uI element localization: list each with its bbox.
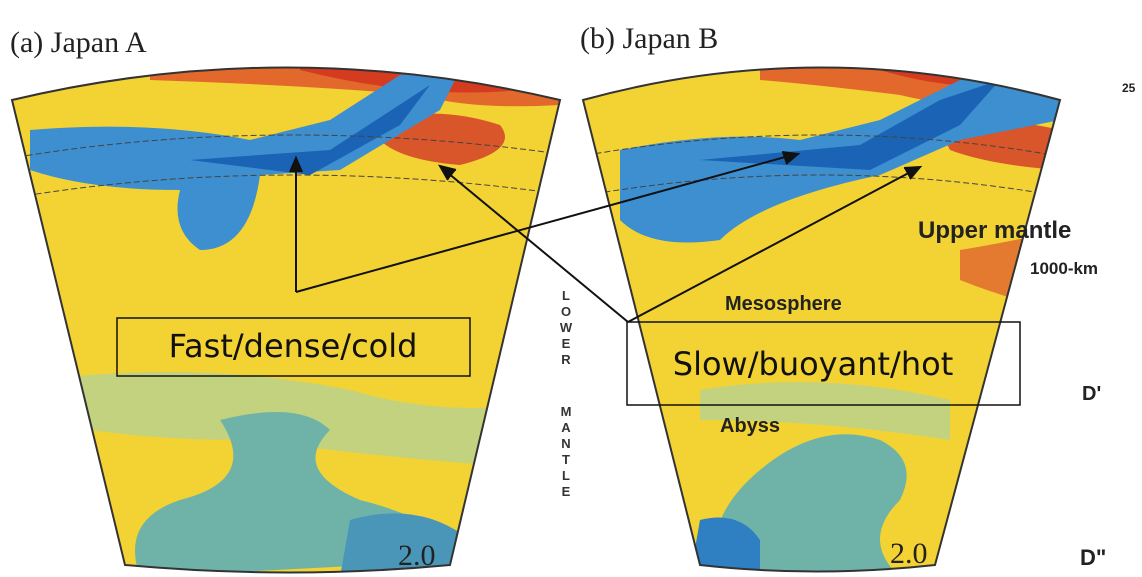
layer-label: D' bbox=[1082, 383, 1101, 405]
tomography-a bbox=[12, 67, 560, 573]
lower-label: LOWER bbox=[559, 288, 574, 368]
panel-title: (a) Japan A bbox=[10, 26, 147, 59]
callout: Slow/buoyant/hot bbox=[673, 345, 953, 383]
arrows bbox=[289, 151, 923, 323]
callout-box bbox=[626, 321, 1021, 406]
layer-label: D" bbox=[1080, 545, 1106, 570]
panel-title: (b) Japan B bbox=[580, 22, 718, 55]
scale-label: 2.0 bbox=[398, 539, 436, 572]
scale-label: 2.0 bbox=[890, 537, 928, 570]
layer-label: Mesosphere bbox=[725, 293, 842, 315]
callout-box bbox=[116, 317, 471, 377]
corner-label: 25 bbox=[1122, 81, 1136, 95]
tomography-b bbox=[583, 67, 1060, 572]
layer-label: Upper mantle bbox=[918, 217, 1071, 244]
layer-label: Abyss bbox=[720, 415, 780, 437]
callout: Fast/dense/cold bbox=[169, 327, 418, 365]
layer-label: 1000-km bbox=[1030, 259, 1098, 278]
mantle-label: MANTLE bbox=[559, 404, 574, 500]
